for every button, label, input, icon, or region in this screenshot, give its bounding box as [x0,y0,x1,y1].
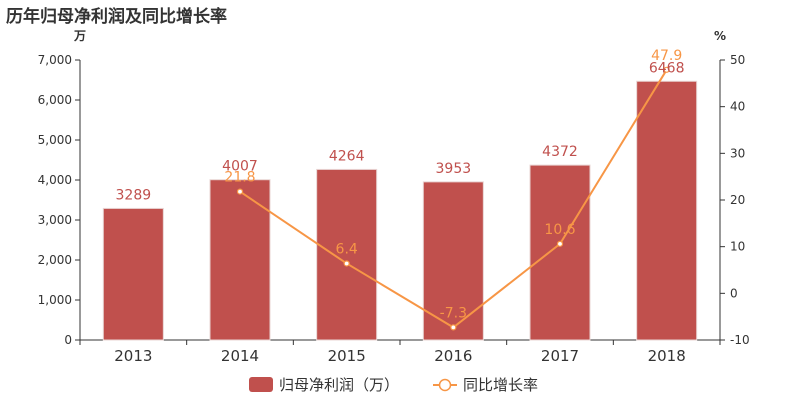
bar-value-label: 4264 [329,148,365,164]
y-right-tick-label: 40 [730,100,745,114]
y-left-tick-label: 5,000 [38,133,72,147]
legend-bar-swatch [249,377,273,392]
x-tick-label: 2016 [434,347,472,365]
y-left-tick-label: 4,000 [38,173,72,187]
legend-bar-label: 归母净利润（万） [279,376,399,394]
bar-value-label: 4372 [542,144,578,160]
y-left-tick-label: 1,000 [38,293,72,307]
bar [529,164,591,341]
legend[interactable]: 归母净利润（万） 同比增长率 [249,376,538,394]
x-tick-label: 2018 [648,347,686,365]
y-left-tick-label: 3,000 [38,213,72,227]
data-labels-group: 3289 4007 4264 3953 4372 6468 21.8 6.4 -7.3 10.6 4… [116,48,685,322]
line-value-label: 10.6 [544,222,575,238]
bar-value-label: 4007 [222,159,258,175]
line-point [236,188,244,195]
x-tick-label: 2014 [221,347,259,365]
x-tick-label: 2015 [328,347,366,365]
line-value-label: 21.8 [224,170,255,186]
bar-value-label: 3289 [116,187,152,203]
y-right-tick-label: 50 [730,53,745,67]
y-left-tick-label: 6,000 [38,93,72,107]
legend-line-marker [438,378,452,392]
x-tick-label: 2017 [541,347,579,365]
axes-group: 万 % 0 1,000 2,000 3,000 4,000 5,000 6,000 7,000 -1… [38,29,750,365]
bar-value-label: 6468 [649,60,685,76]
bar [636,80,698,341]
bars-group [102,80,698,341]
legend-line-label: 同比增长率 [463,376,538,394]
line-point [343,260,350,267]
y-right-tick-label: 0 [730,286,738,300]
bar [102,207,164,341]
y-left-tick-label: 7,000 [38,53,72,67]
line-point [450,324,457,331]
y-left-tick-label: 0 [64,333,72,347]
bar-value-label: 3953 [436,161,472,177]
line-point [663,66,670,73]
y-right-unit-label: % [714,29,726,43]
y-left-unit-label: 万 [73,29,86,43]
x-tick-label: 2013 [114,347,152,365]
y-left-tick-label: 2,000 [38,253,72,267]
line-value-label: 47.9 [651,48,682,64]
y-right-tick-label: 30 [730,146,745,160]
line-value-label: 6.4 [336,241,358,257]
bar [209,179,271,341]
bar [422,181,484,341]
bar [316,168,378,341]
line-point [556,240,564,247]
line-group [236,66,670,331]
line-value-label: -7.3 [440,305,467,321]
chart-title: 历年归母净利润及同比增长率 [6,7,227,27]
y-right-tick-label: 20 [730,193,745,207]
y-right-tick-label: -10 [730,333,750,347]
y-right-tick-label: 10 [730,240,745,254]
